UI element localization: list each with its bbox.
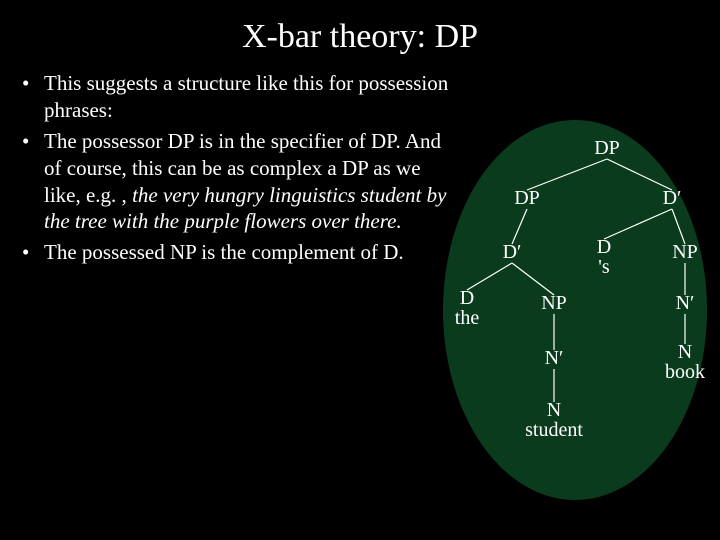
tree-node-the_word: the bbox=[455, 308, 479, 329]
tree-node-s_word: 's bbox=[598, 257, 609, 278]
tree-node-DP_top: DP bbox=[594, 138, 620, 159]
bullet-item: •The possessed NP is the complement of D… bbox=[22, 239, 452, 266]
tree-node-D_the: D bbox=[460, 288, 474, 309]
bullet-text: This suggests a structure like this for … bbox=[44, 70, 452, 124]
tree-node-DP_left: DP bbox=[514, 188, 540, 209]
bullet-item: •This suggests a structure like this for… bbox=[22, 70, 452, 124]
bullet-list: •This suggests a structure like this for… bbox=[22, 70, 452, 270]
tree-node-Nbar_r: N′ bbox=[676, 293, 695, 314]
bullet-item: •The possessor DP is in the specifier of… bbox=[22, 128, 452, 236]
tree-node-N_book: N bbox=[678, 342, 692, 363]
bullet-plain: This suggests a structure like this for … bbox=[44, 71, 448, 122]
bullet-text: The possessed NP is the complement of D. bbox=[44, 239, 452, 266]
bullet-marker: • bbox=[22, 239, 44, 266]
tree-node-student: student bbox=[525, 420, 583, 441]
tree-node-NP_mid: NP bbox=[541, 293, 567, 314]
tree-node-N_stud: N bbox=[547, 400, 561, 421]
bullet-plain: The possessed NP is the complement of D. bbox=[44, 240, 404, 264]
tree-node-Dbar_r: D′ bbox=[663, 188, 682, 209]
bullet-marker: • bbox=[22, 70, 44, 124]
tree-node-Dbar_l: D′ bbox=[503, 242, 522, 263]
bullet-text: The possessor DP is in the specifier of … bbox=[44, 128, 452, 236]
tree-node-NP_r: NP bbox=[672, 242, 698, 263]
syntax-tree: DPDPD′D′D'sNPDtheNPN′N′NbookNstudent bbox=[432, 120, 712, 525]
tree-node-book: book bbox=[665, 362, 705, 383]
bullet-marker: • bbox=[22, 128, 44, 236]
tree-node-Nbar_mid: N′ bbox=[545, 348, 564, 369]
tree-node-D_s: D bbox=[597, 237, 611, 258]
page-title: X-bar theory: DP bbox=[0, 0, 720, 70]
